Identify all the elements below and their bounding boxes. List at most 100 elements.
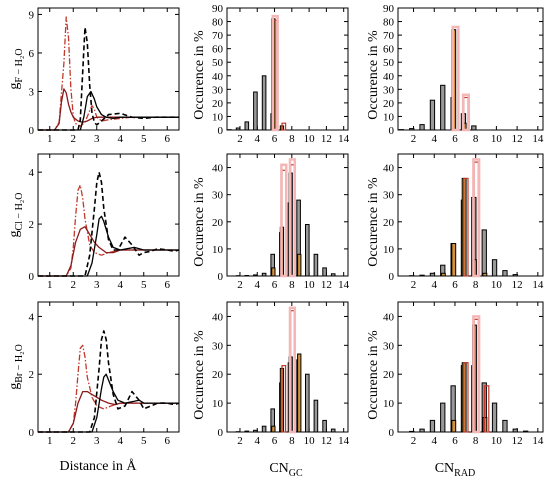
x-tick-label: 14 [338,435,350,447]
bar-gray [523,430,529,433]
x-tick-label: 5 [141,133,147,145]
x-tick-label: 3 [94,133,100,145]
y-tick-label: 0 [218,125,224,137]
x-tick-label: 8 [473,133,479,145]
y-tick-label: 0 [389,125,395,137]
y-tick-label: 30 [212,190,224,202]
bar-gray [235,127,241,131]
y-tick-label: 30 [212,340,224,352]
bar-gray [429,419,436,433]
y-tick-label: 40 [212,71,224,83]
x-tick-label: 5 [141,279,147,291]
x-tick-label: 1 [47,279,53,291]
x-tick-label: 2 [411,279,417,291]
bar-pink [280,163,288,278]
bar-gray [502,419,508,433]
bar-gray [429,99,436,131]
x-tick-label: 14 [338,133,350,145]
panel-hist-Cl-gc: 2 4 6 8 10 12 14 0 10 20 30 40 [212,153,350,291]
hist-ylabel-row1-col3: Occurence in % [366,30,381,120]
y-tick-label: 60 [383,44,395,56]
series-line-black-solid [38,90,179,131]
series-line-red-dashdot [38,16,179,131]
x-tick-label: 5 [141,435,147,447]
bar-gray [261,75,267,131]
bar-gray [305,224,310,277]
y-tick-label: 70 [383,30,395,42]
x-tick-label: 6 [165,279,171,291]
x-tick-label: 1 [47,435,53,447]
cn-gc-main: CN [269,461,288,476]
y-tick-label: 50 [212,57,224,69]
bar-orange [482,272,488,277]
hist-ylabel-row2-col2: Occurence in % [192,177,207,267]
y-tick-label: 40 [383,71,395,83]
y-tick-label: 3 [29,86,35,98]
bar-gray [322,267,327,277]
bar-gray [429,272,436,277]
y-tick-label: 20 [212,369,224,381]
bar-gray [261,272,267,277]
x-tick-label: 8 [473,279,479,291]
x-tick-label: 8 [289,279,295,291]
x-tick-label: 6 [452,133,458,145]
series-line-red-solid [38,226,179,277]
x-tick-label: 1 [47,133,53,145]
x-tick-label: 10 [304,435,316,447]
bar-orange [271,425,276,433]
x-tick-label: 12 [512,133,523,145]
x-tick-label: 4 [118,133,124,145]
x-tick-label: 4 [432,435,438,447]
bar-pink [288,158,297,278]
y-tick-label: 80 [383,17,395,29]
x-tick-label: 6 [165,133,171,145]
panel-hist-Br-rad: 2 4 6 8 10 12 14 0 10 20 30 40 [383,301,544,447]
bar-orange [271,267,276,277]
x-tick-label: 6 [452,279,458,291]
x-tick-label: 2 [71,133,77,145]
bar-orange [297,253,302,277]
cn-gc-axis-label: CNGC [269,461,303,479]
x-tick-label: 4 [118,279,124,291]
bar-gray [330,428,336,433]
bar-gray [419,274,425,277]
y-tick-label: 90 [383,3,395,15]
rdf-y-axis-label: gBr − H₂O [7,344,25,390]
y-tick-label: 6 [29,48,35,60]
y-tick-label: 30 [212,84,224,96]
bar-gray [253,274,258,277]
y-tick-label: 50 [383,57,395,69]
x-tick-label: 12 [512,435,523,447]
bar-pink [461,93,471,132]
y-tick-label: 60 [212,44,224,56]
rdf-y-label-main: g [7,383,22,390]
cn-rad-main: CN [435,461,454,476]
bar-gray [313,253,319,277]
panel-rdf-F: 1 2 3 4 5 6 0 3 6 9 gF − H₂O [7,7,180,145]
x-tick-label: 4 [255,435,261,447]
bar-gray [502,270,508,277]
plot-frame [226,153,349,277]
y-tick-label: 40 [212,311,224,323]
rdf-y-label-main: g [7,231,22,238]
bar-orange [297,353,302,433]
cn-gc-subscript: GC [289,468,303,479]
x-tick-label: 14 [532,279,544,291]
y-tick-label: 20 [212,217,224,229]
series-line-black-solid [38,215,179,277]
x-tick-label: 3 [94,435,100,447]
bar-red [463,177,469,277]
bar-pink [472,158,481,278]
bar-gray [253,429,258,433]
plot-frame [37,301,180,433]
bar-gray [322,419,327,433]
plot-frame [37,153,180,277]
x-tick-label: 14 [338,279,350,291]
plot-frame [37,7,180,131]
bar-orange [440,272,446,277]
y-tick-label: 30 [383,190,395,202]
bar-pink [271,14,279,132]
y-tick-label: 0 [389,271,395,283]
